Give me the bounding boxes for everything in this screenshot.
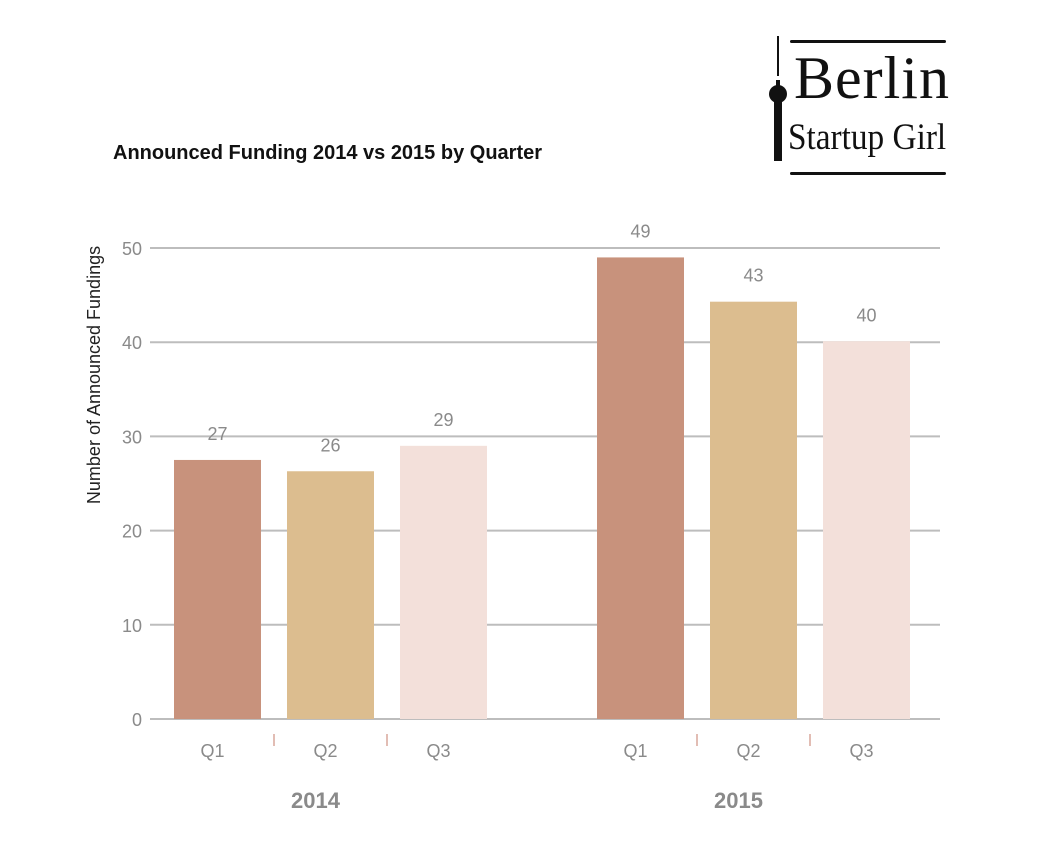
x-tick-label-2014-Q1: Q1 bbox=[200, 741, 224, 761]
bar-2015-Q2 bbox=[710, 301, 797, 719]
x-tick-label-2015-Q1: Q1 bbox=[623, 741, 647, 761]
logo-top-line bbox=[790, 40, 946, 43]
y-tick-label-0: 0 bbox=[132, 710, 142, 730]
bar-2014-Q2 bbox=[287, 471, 374, 719]
y-tick-label-40: 40 bbox=[122, 333, 142, 353]
group-label-2015: 2015 bbox=[714, 788, 763, 813]
logo-bottom-line bbox=[790, 172, 946, 175]
data-label-2014-Q2: 26 bbox=[320, 435, 340, 455]
x-tick-label-2014-Q2: Q2 bbox=[313, 741, 337, 761]
y-axis-label: Number of Announced Fundings bbox=[84, 246, 104, 504]
bar-2015-Q1 bbox=[597, 257, 684, 719]
berlin-startup-girl-logo: Berlin Startup Girl bbox=[766, 36, 950, 178]
data-label-2014-Q1: 27 bbox=[207, 424, 227, 444]
y-tick-label-20: 20 bbox=[122, 522, 142, 542]
y-tick-label-10: 10 bbox=[122, 616, 142, 636]
logo-text-startup-girl: Startup Girl bbox=[788, 117, 947, 158]
group-label-2014: 2014 bbox=[291, 788, 341, 813]
logo-text-berlin: Berlin bbox=[794, 45, 950, 111]
x-tick-label-2014-Q3: Q3 bbox=[426, 741, 450, 761]
tv-tower-icon bbox=[769, 36, 787, 161]
data-label-2014-Q3: 29 bbox=[433, 410, 453, 430]
x-tick-label-2015-Q2: Q2 bbox=[736, 741, 760, 761]
bar-2014-Q1 bbox=[174, 459, 261, 719]
y-tick-label-30: 30 bbox=[122, 427, 142, 447]
data-label-2015-Q2: 43 bbox=[743, 266, 763, 286]
x-tick-label-2015-Q3: Q3 bbox=[849, 741, 873, 761]
chart-title: Announced Funding 2014 vs 2015 by Quarte… bbox=[113, 142, 543, 164]
data-label-2015-Q1: 49 bbox=[630, 221, 650, 241]
bar-2015-Q3 bbox=[823, 341, 910, 719]
bar-2014-Q3 bbox=[400, 445, 487, 719]
data-label-2015-Q3: 40 bbox=[856, 305, 876, 325]
y-tick-label-50: 50 bbox=[122, 239, 142, 259]
